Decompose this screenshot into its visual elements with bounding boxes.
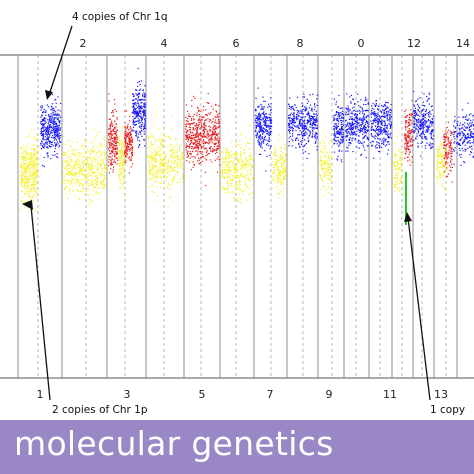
annotation-chr1q: 4 copies of Chr 1q xyxy=(72,11,168,23)
copy-number-point-cloud xyxy=(404,100,414,166)
annotation-one-copy: 1 copy xyxy=(430,404,466,416)
scatter-canvas xyxy=(0,25,474,401)
copy-number-plot: 2 4 6 8 0 12 14 1 3 5 7 9 11 13 4 copies… xyxy=(0,11,474,416)
copy-number-point-cloud xyxy=(272,134,287,209)
copy-number-point-cloud xyxy=(319,132,333,197)
annotation-chr1p: 2 copies of Chr 1p xyxy=(52,404,148,416)
copy-number-point-cloud xyxy=(453,102,474,166)
top-tick-label: 8 xyxy=(296,37,304,50)
caption-banner: molecular genetics xyxy=(0,420,474,474)
top-tick-label: 14 xyxy=(456,37,470,50)
copy-number-point-cloud xyxy=(443,121,453,183)
bottom-tick-label: 5 xyxy=(198,388,206,401)
copy-number-point-cloud xyxy=(40,93,62,168)
bottom-tick-label: 1 xyxy=(36,388,44,401)
copy-number-point-cloud xyxy=(255,87,273,172)
bottom-tick-label: 3 xyxy=(123,388,131,401)
copy-number-point-cloud xyxy=(20,121,39,212)
copy-number-point-cloud xyxy=(333,94,345,163)
copy-number-point-cloud xyxy=(108,93,119,174)
top-tick-label: 0 xyxy=(357,37,365,50)
annotation-arrow-one-copy xyxy=(407,217,431,401)
copy-number-point-cloud xyxy=(393,132,403,194)
copy-number-point-cloud xyxy=(345,93,370,159)
copy-number-point-cloud xyxy=(370,99,393,159)
bottom-tick-label: 11 xyxy=(383,388,397,401)
arrowhead-chr1q xyxy=(45,90,53,100)
top-tick-label: 6 xyxy=(232,37,240,50)
copy-number-point-cloud xyxy=(185,92,221,187)
bottom-tick-label: 13 xyxy=(434,388,448,401)
annotation-arrow-chr1p xyxy=(30,205,51,401)
copy-number-point-cloud xyxy=(413,91,434,157)
copy-number-point-cloud xyxy=(221,124,255,204)
annotation-arrow-chr1q xyxy=(48,25,73,96)
copy-number-point-cloud xyxy=(288,93,319,159)
top-tick-label: 12 xyxy=(407,37,421,50)
top-tick-label: 4 xyxy=(160,37,168,50)
copy-number-point-cloud xyxy=(436,130,448,192)
copy-number-point-cloud xyxy=(62,128,107,205)
copy-number-point-cloud xyxy=(132,67,147,148)
arrowhead-one-copy xyxy=(404,212,412,222)
arrowhead-chr1p xyxy=(22,200,33,210)
bottom-tick-label: 7 xyxy=(266,388,274,401)
copy-number-point-cloud xyxy=(124,110,134,174)
copy-number-point-cloud xyxy=(118,127,126,198)
top-tick-label: 2 xyxy=(79,37,87,50)
banner-title: molecular genetics xyxy=(14,424,334,463)
bottom-tick-label: 9 xyxy=(325,388,333,401)
copy-number-point-cloud xyxy=(147,114,184,208)
